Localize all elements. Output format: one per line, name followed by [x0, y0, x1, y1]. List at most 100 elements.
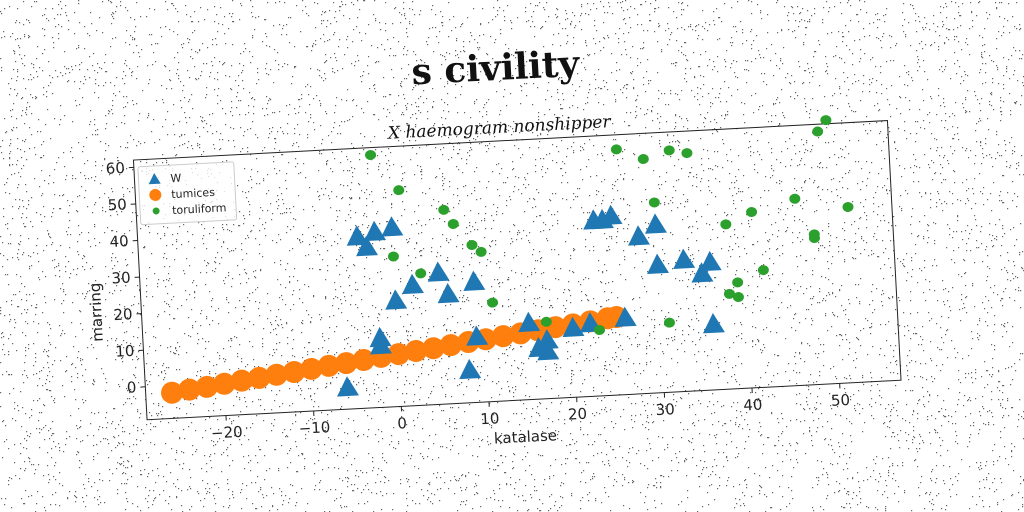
toruliform-point: [387, 251, 399, 262]
toruliform-point: [732, 277, 744, 288]
tumices-point: [422, 337, 445, 360]
toruliform-point: [789, 193, 801, 204]
w-point: [691, 262, 714, 283]
tumices-point: [248, 366, 271, 389]
w-point: [369, 334, 392, 355]
y-tick-label: 30: [111, 269, 131, 288]
toruliform-point: [757, 265, 769, 276]
chart-suptitle: s civility: [410, 43, 581, 94]
x-axis-label: katalase: [494, 426, 558, 447]
x-tick-label: 20: [568, 405, 588, 424]
toruliform-point: [594, 324, 605, 336]
w-point: [463, 270, 486, 291]
w-point: [536, 329, 559, 350]
toruliform-point: [438, 204, 450, 215]
w-point: [628, 225, 650, 246]
tumices-point: [387, 343, 410, 366]
tumices-point: [195, 375, 218, 398]
toruliform-point: [746, 207, 758, 218]
w-point: [518, 311, 541, 333]
legend-marker-tumices: [149, 188, 162, 201]
w-point: [644, 213, 667, 234]
toruliform-point: [808, 233, 820, 244]
legend-marker-toruliform: [152, 207, 160, 215]
toruliform-point: [732, 292, 744, 303]
w-point: [385, 289, 408, 310]
y-tick-label: 50: [107, 195, 127, 214]
toruliform-point: [812, 126, 824, 137]
toruliform-point: [820, 115, 832, 126]
tumices-point: [352, 348, 375, 371]
tumices-point: [335, 352, 358, 375]
w-point: [337, 376, 360, 397]
legend-box: [137, 161, 238, 226]
axes-frame: [132, 120, 902, 421]
w-point: [364, 220, 387, 242]
w-point: [381, 216, 404, 237]
toruliform-point: [415, 268, 427, 279]
w-point: [346, 225, 369, 246]
toruliform-point: [637, 154, 649, 165]
toruliform-point: [842, 201, 854, 212]
toruliform-point: [663, 317, 675, 328]
w-point: [702, 313, 725, 334]
tumices-point: [283, 361, 306, 384]
toruliform-point: [365, 149, 377, 160]
legend-marker-w: [148, 173, 161, 185]
tumices-point: [404, 339, 427, 362]
w-point: [427, 261, 450, 282]
tumices-point: [265, 363, 288, 386]
toruliform-point: [723, 288, 735, 299]
y-tick-label: 40: [109, 232, 129, 251]
tumices-point: [230, 369, 253, 392]
w-point: [466, 325, 489, 346]
y-axis-label: marring: [86, 282, 107, 342]
y-axis-ticks: 0 10 20 30 40 50 60: [105, 159, 146, 397]
tumices-point: [161, 381, 184, 404]
legend-label: toruliform: [172, 201, 227, 217]
x-tick-label: 0: [397, 414, 407, 432]
y-tick-label: 60: [105, 159, 125, 178]
legend-label: tumices: [171, 186, 215, 201]
toruliform-point: [720, 219, 732, 230]
y-tick-label: 10: [115, 342, 135, 361]
toruliform-point: [447, 218, 459, 229]
w-point: [356, 235, 379, 257]
y-tick-label: 20: [113, 305, 133, 324]
toruliform-point: [610, 144, 622, 155]
x-tick-label: 10: [480, 409, 500, 428]
x-tick-label: −10: [298, 418, 331, 438]
w-point: [459, 358, 482, 380]
w-point: [562, 316, 585, 338]
tumices-point: [178, 378, 201, 401]
x-tick-label: −20: [211, 423, 244, 443]
toruliform-point: [487, 297, 499, 308]
w-point: [647, 253, 670, 274]
toruliform-point: [393, 185, 405, 196]
tumices-point: [300, 357, 323, 380]
toruliform-point: [540, 316, 552, 327]
x-tick-label: 50: [831, 391, 851, 410]
w-point: [600, 204, 623, 226]
tumices-point: [439, 334, 462, 357]
y-tick-label: 0: [126, 378, 136, 396]
data-marks: [161, 115, 854, 404]
x-tick-label: 40: [743, 396, 763, 415]
tumices-point: [213, 372, 236, 395]
plot-area: X haemogram nonshipper −20 −10 0 10 20 30 40 50…: [86, 112, 902, 448]
tumices-point: [317, 354, 340, 377]
toruliform-point: [475, 246, 487, 257]
legend-label: W: [170, 172, 182, 186]
w-point: [614, 306, 637, 328]
x-axis-ticks: −20 −10 0 10 20 30 40 50: [211, 383, 851, 443]
w-point: [699, 250, 722, 272]
x-tick-label: 30: [655, 400, 675, 419]
toruliform-point: [648, 197, 660, 208]
tumices-point: [492, 325, 515, 348]
w-point: [401, 273, 424, 295]
w-point: [437, 282, 460, 304]
